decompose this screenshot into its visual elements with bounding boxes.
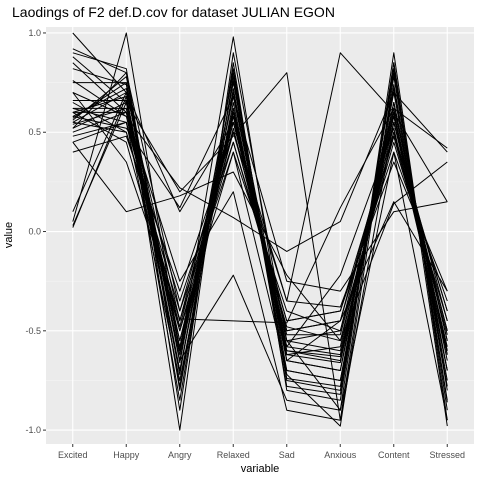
- series-line-29: [72, 111, 448, 421]
- y-tick-label: 0.0: [28, 227, 41, 237]
- x-tick-label-sad: Sad: [279, 450, 295, 460]
- x-tick-label-excited: Excited: [58, 450, 88, 460]
- series-line-35: [72, 68, 448, 403]
- y-axis-title: value: [3, 222, 15, 248]
- series-line-30: [72, 72, 448, 381]
- x-tick-label-happy: Happy: [113, 450, 140, 460]
- grid-major: [46, 27, 474, 444]
- x-axis: Excited Happy Angry Relaxed Sad Anxious Conten…: [58, 444, 465, 460]
- x-tick-label-anxious: Anxious: [324, 450, 357, 460]
- y-tick-label: 1.0: [28, 28, 41, 38]
- series-line-33: [72, 68, 448, 387]
- x-tick-label-stressed: Stressed: [429, 450, 465, 460]
- series-layer: [72, 32, 448, 431]
- y-tick-label: 0.5: [28, 127, 41, 137]
- y-tick-label: -0.5: [25, 326, 41, 336]
- x-tick-label-angry: Angry: [168, 450, 192, 460]
- y-tick-label: -1.0: [25, 425, 41, 435]
- series-line-20: [72, 131, 448, 308]
- y-axis: -1.0 -0.5 0.0 0.5 1.0: [25, 28, 46, 435]
- x-tick-label-relaxed: Relaxed: [217, 450, 250, 460]
- series-line-21: [72, 32, 448, 362]
- x-axis-title: variable: [241, 463, 280, 475]
- chart-title: Laodings of F2 def.D.cov for dataset JUL…: [12, 4, 335, 20]
- x-tick-label-content: Content: [378, 450, 410, 460]
